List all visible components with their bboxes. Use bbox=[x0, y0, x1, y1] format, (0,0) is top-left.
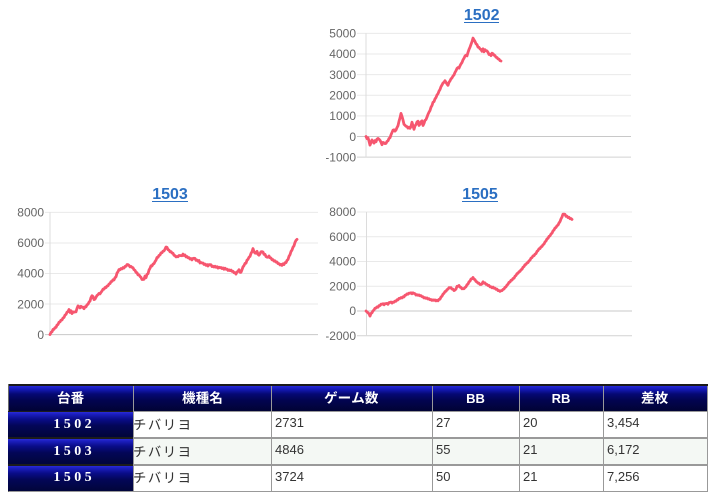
svg-text:2000: 2000 bbox=[329, 88, 356, 102]
svg-text:0: 0 bbox=[37, 328, 44, 342]
svg-text:6000: 6000 bbox=[17, 236, 44, 250]
svg-text:2000: 2000 bbox=[17, 297, 44, 311]
svg-text:0: 0 bbox=[349, 130, 356, 144]
svg-text:1000: 1000 bbox=[329, 109, 356, 123]
svg-text:3000: 3000 bbox=[329, 68, 356, 82]
svg-text:6000: 6000 bbox=[329, 230, 356, 244]
svg-text:4000: 4000 bbox=[17, 267, 44, 281]
svg-text:-2000: -2000 bbox=[326, 329, 356, 343]
svg-text:8000: 8000 bbox=[329, 205, 356, 219]
svg-text:0: 0 bbox=[349, 304, 356, 318]
svg-text:2000: 2000 bbox=[329, 279, 356, 293]
svg-text:4000: 4000 bbox=[329, 47, 356, 61]
svg-text:8000: 8000 bbox=[17, 206, 44, 220]
svg-text:-1000: -1000 bbox=[326, 150, 356, 164]
svg-text:4000: 4000 bbox=[329, 255, 356, 269]
svg-text:5000: 5000 bbox=[329, 27, 356, 41]
